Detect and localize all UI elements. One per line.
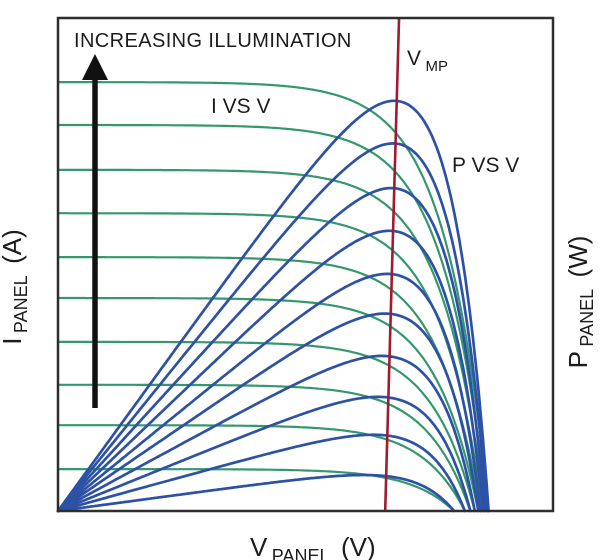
vmp-label: V MP [407, 47, 448, 75]
iv-curve [56, 296, 480, 513]
iv-curve [56, 212, 485, 513]
iv-curve [56, 383, 472, 513]
pv-curve [56, 433, 467, 513]
pv-curve [56, 272, 483, 513]
pv-curves-group [56, 99, 490, 513]
iv-curves-group [56, 81, 490, 513]
pv-curve [56, 395, 472, 513]
pv-curve [56, 473, 456, 513]
pv-curve [56, 312, 480, 513]
arrow-up-icon [82, 54, 108, 80]
iv-curve [56, 256, 482, 513]
increasing-illumination-label: INCREASING ILLUMINATION [74, 30, 352, 52]
y-axis-left-label: I PANEL (A) [0, 229, 31, 345]
illumination-arrow [82, 54, 108, 408]
y-axis-right-label: P PANEL (W) [563, 236, 597, 369]
x-axis-label: V PANEL (V) [250, 532, 376, 560]
pv-curve [56, 229, 485, 513]
iv-curve [56, 81, 490, 513]
pv-series-label: P VS V [452, 154, 519, 177]
iv-series-label: I VS V [211, 95, 271, 118]
pv-curve [56, 354, 477, 513]
pv-curve [56, 99, 490, 513]
pv-curve [56, 142, 489, 513]
pv-curve [56, 186, 487, 513]
vmp-line [383, 17, 401, 512]
plot-frame [56, 16, 555, 513]
iv-curve [56, 168, 487, 513]
iv-curve [56, 468, 456, 513]
